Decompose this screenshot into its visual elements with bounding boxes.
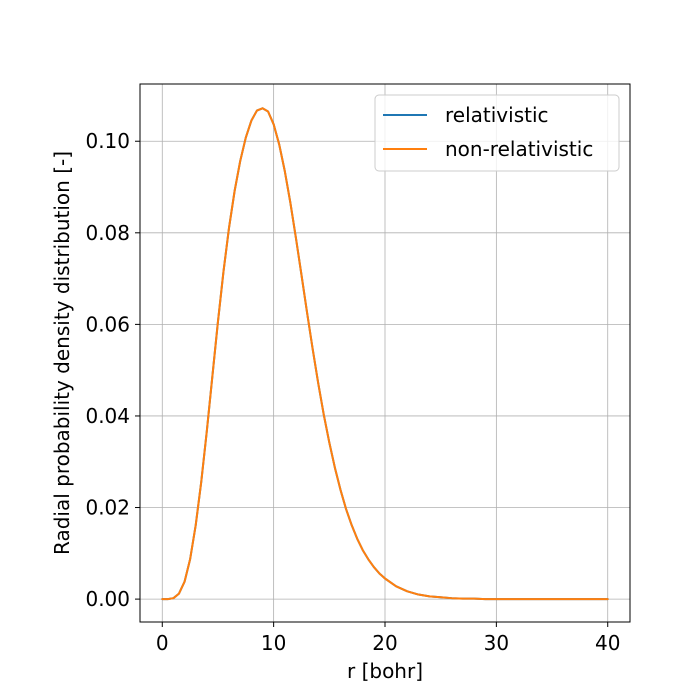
legend-box [374, 94, 620, 172]
legend: relativistic non-relativistic [374, 94, 620, 172]
y-tick-label: 0.02 [85, 496, 130, 520]
y-tick-label: 0.10 [85, 129, 130, 153]
y-tick-label: 0.06 [85, 312, 130, 336]
legend-label: relativistic [445, 103, 549, 127]
x-tick-label: 0 [156, 631, 169, 655]
x-tick-label: 20 [372, 631, 397, 655]
x-tick-label: 40 [595, 631, 620, 655]
x-axis: 0 10 20 30 40 [156, 622, 620, 655]
y-axis: 0.00 0.02 0.04 0.06 0.08 0.10 [85, 129, 140, 611]
x-tick-label: 30 [484, 631, 509, 655]
x-axis-label: r [bohr] [347, 659, 423, 683]
y-tick-label: 0.08 [85, 221, 130, 245]
y-axis-label: Radial probability density distribution … [50, 151, 74, 555]
legend-label: non-relativistic [445, 137, 593, 161]
series-line-non-relativistic [161, 107, 609, 601]
x-tick-label: 10 [261, 631, 286, 655]
y-tick-label: 0.00 [85, 587, 130, 611]
series-lines [161, 107, 609, 601]
y-tick-label: 0.04 [85, 404, 130, 428]
